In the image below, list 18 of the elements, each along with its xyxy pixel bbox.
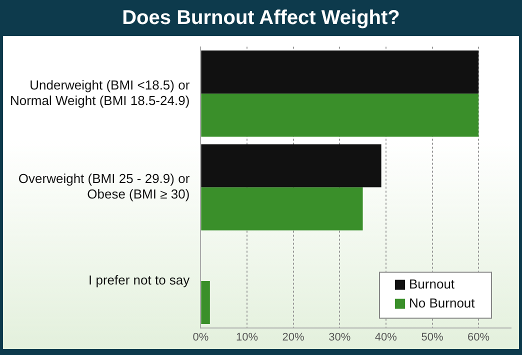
legend-label: Burnout: [409, 276, 455, 292]
legend-label: No Burnout: [409, 295, 476, 310]
bar: [201, 280, 210, 324]
y-tick-label: Overweight (BMI 25 - 29.9) or Obese (BMI ≥ 30): [18, 171, 190, 202]
bar: [201, 94, 479, 137]
x-tick-label: 30%: [328, 331, 351, 344]
chart-title: Does Burnout Affect Weight?: [3, 0, 519, 36]
bar: [201, 187, 363, 230]
x-tick-label: 10%: [236, 331, 258, 344]
y-tick-label: I prefer not to say: [88, 272, 190, 288]
x-tick-label: 60%: [468, 331, 490, 344]
x-tick-label: 40%: [374, 331, 398, 344]
y-tick-label: Underweight (BMI <18.5) or Normal Weight (BMI 18.5-24.9): [10, 77, 190, 108]
bar: [201, 50, 479, 94]
x-tick-label: 0%: [192, 331, 209, 344]
x-tick-label: 20%: [282, 331, 305, 344]
bar: [201, 144, 382, 188]
x-tick-label: 50%: [421, 331, 444, 344]
